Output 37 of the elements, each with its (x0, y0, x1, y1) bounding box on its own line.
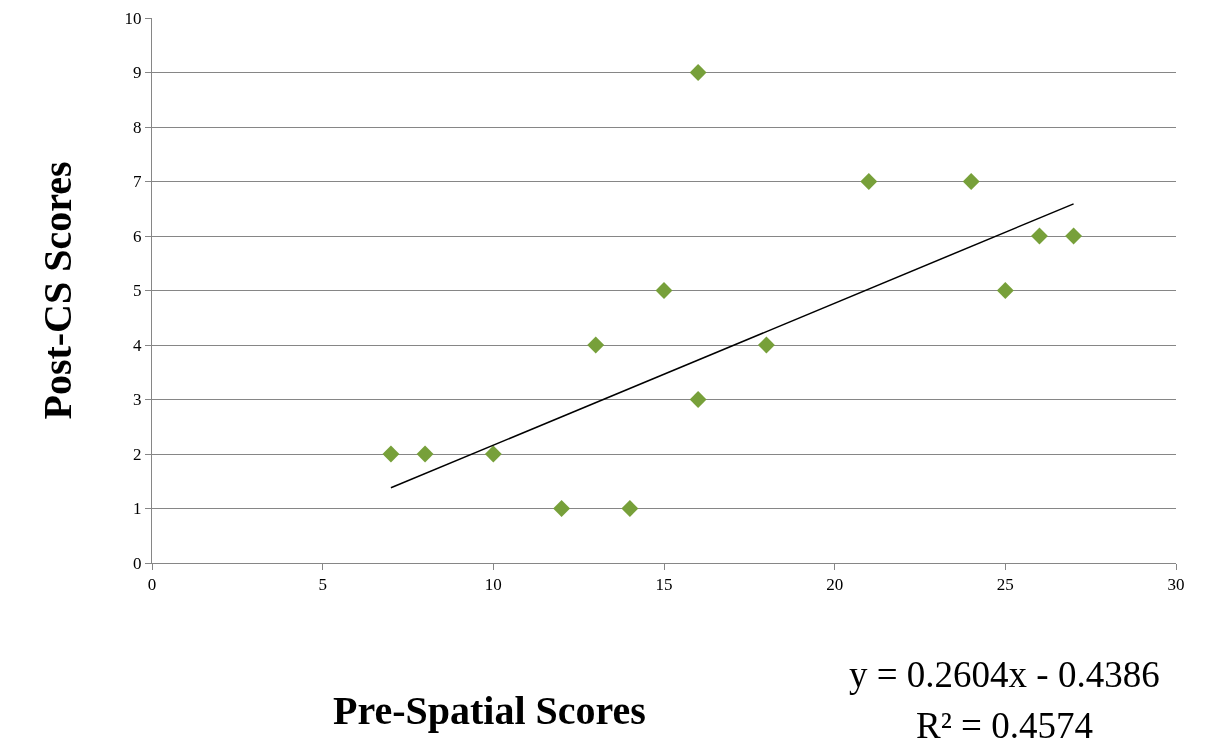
y-tick-label: 2 (133, 444, 142, 464)
y-tick-label: 1 (133, 499, 142, 519)
point (587, 336, 605, 354)
y-tick-label: 10 (124, 8, 142, 28)
point (860, 173, 878, 190)
x-tick-label: 10 (484, 575, 502, 595)
point (382, 445, 400, 463)
x-tick-label: 5 (318, 575, 327, 595)
x-tick-label: 15 (655, 575, 673, 595)
y-tick-label: 9 (133, 63, 142, 83)
x-tick-label: 0 (147, 575, 157, 595)
point (484, 445, 502, 463)
y-tick-label: 7 (133, 172, 143, 192)
point (655, 282, 673, 299)
y-axis-title: Post-CS Scores (35, 161, 81, 420)
point (689, 64, 707, 81)
y-tick-label: 5 (133, 281, 142, 301)
x-tick-label: 30 (1167, 575, 1185, 595)
x-tick-label: 25 (996, 575, 1014, 595)
point (416, 445, 434, 463)
point (1031, 227, 1048, 245)
y-tick-label: 6 (133, 226, 142, 246)
text: y = 0.2604x - 0.4386 (849, 654, 1160, 695)
point (1065, 227, 1083, 245)
point (689, 391, 707, 408)
point (553, 500, 571, 517)
point (757, 336, 775, 354)
point (621, 500, 639, 517)
y-tick-label: 0 (133, 553, 142, 573)
point (996, 282, 1014, 299)
y-tick-label: 4 (133, 335, 143, 355)
y-tick-label: 3 (133, 390, 142, 410)
x-tick-label: 20 (826, 575, 844, 595)
text: R² = 0.4574 (916, 705, 1093, 746)
y-tick-label: 8 (133, 117, 142, 137)
x-axis-title: Pre-Spatial Scores (333, 688, 646, 733)
point (962, 173, 980, 190)
